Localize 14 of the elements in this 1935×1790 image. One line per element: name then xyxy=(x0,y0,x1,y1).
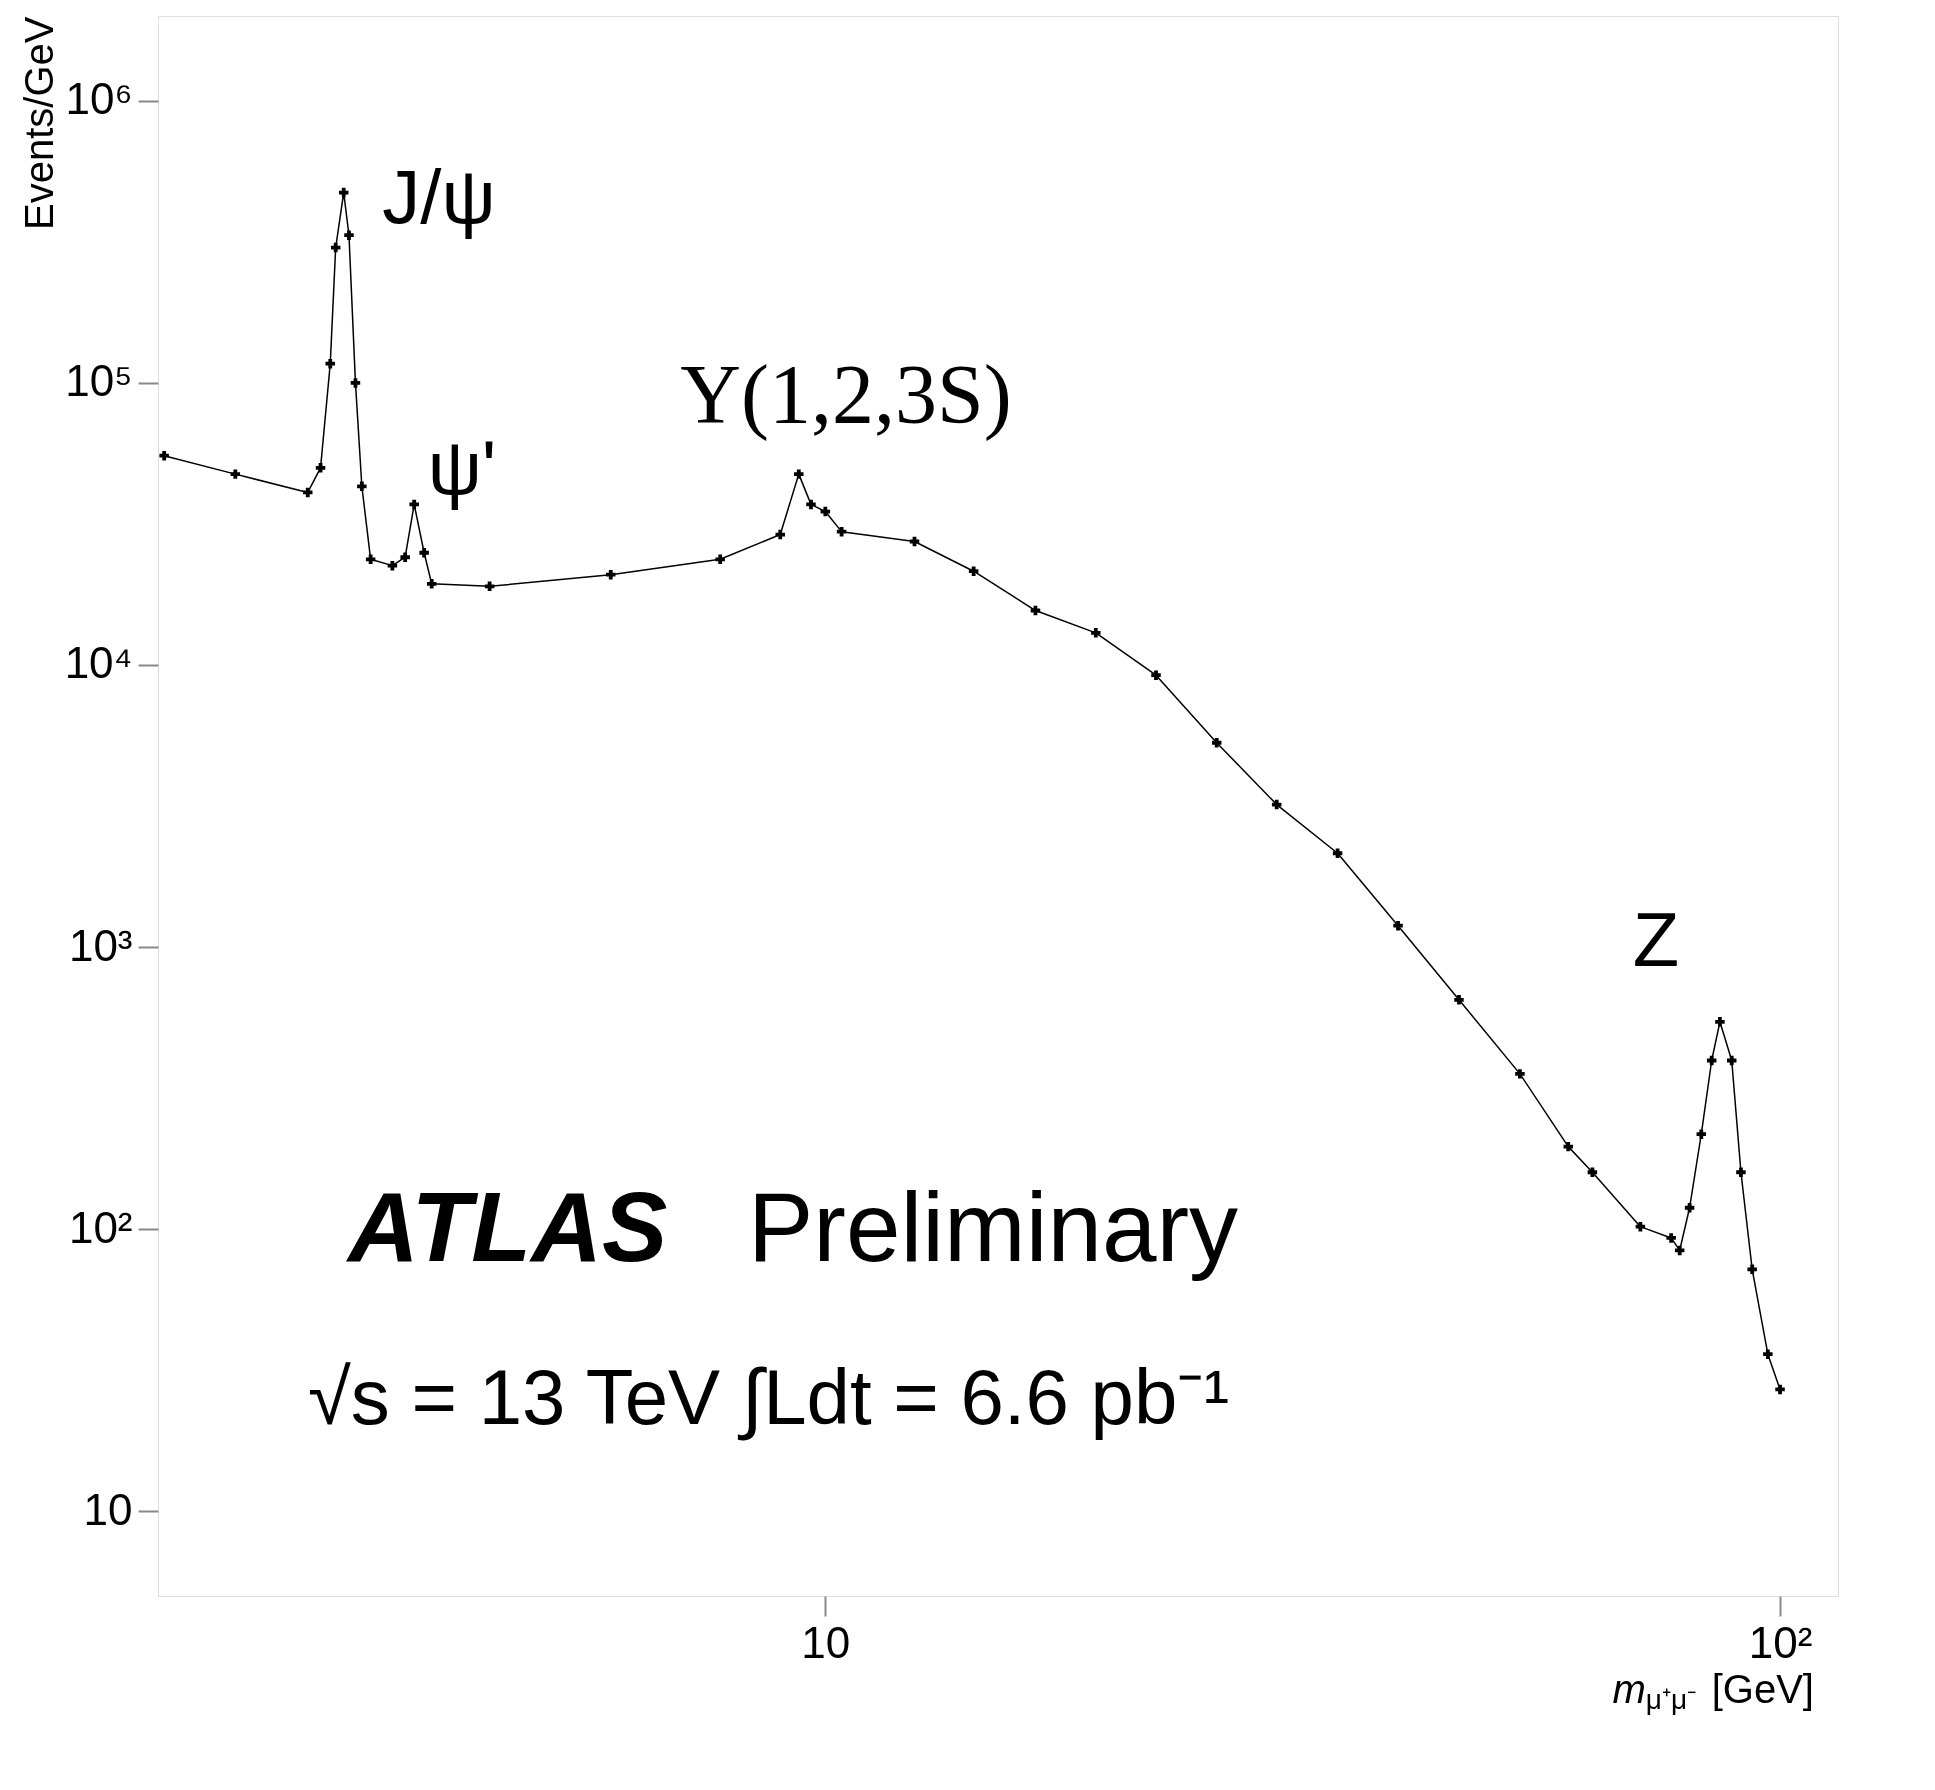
y-tick-label: 10³ xyxy=(68,920,133,970)
annotation: J/ψ xyxy=(382,154,496,239)
y-axis-title: Events/GeV xyxy=(16,16,61,230)
annotation: ATLAS xyxy=(345,1172,668,1282)
y-tick-label: 10⁶ xyxy=(65,74,133,124)
y-tick-label: 10 xyxy=(83,1484,133,1534)
y-tick-label: 10² xyxy=(68,1202,133,1252)
annotation: Z xyxy=(1632,897,1680,982)
annotation: Preliminary xyxy=(748,1172,1239,1282)
annotation: Υ(1,2,3S) xyxy=(680,348,1012,442)
y-tick-label: 10⁴ xyxy=(64,638,133,688)
annotation: √s = 13 TeV ∫Ldt = 6.6 pb⁻¹ xyxy=(308,1353,1230,1441)
annotation: ψ' xyxy=(427,425,497,510)
y-tick-label: 10⁵ xyxy=(65,356,133,406)
